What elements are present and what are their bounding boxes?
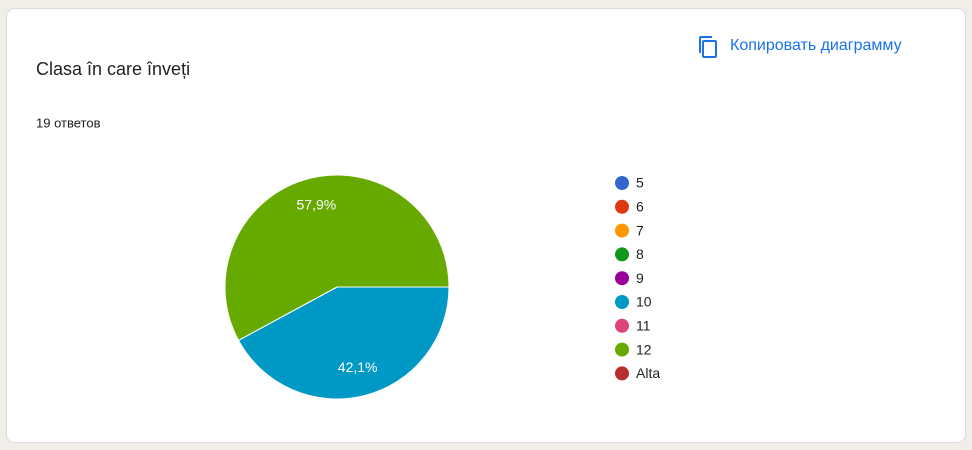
legend-swatch <box>615 318 629 333</box>
legend-swatch <box>615 223 629 238</box>
legend-label: 10 <box>636 294 652 310</box>
copy-icon <box>699 36 717 58</box>
pie-slice <box>224 174 450 342</box>
copy-button[interactable]: Копировать диаграмму <box>683 28 945 64</box>
slice-label: 42,1% <box>338 359 378 375</box>
legend-swatch <box>615 199 629 214</box>
subtitle: 19 ответов <box>36 115 101 130</box>
legend-swatch <box>615 176 629 190</box>
legend-label: 8 <box>636 246 644 262</box>
legend-label: Alta <box>636 365 660 381</box>
legend-swatch <box>615 247 629 262</box>
legend-swatch <box>615 271 629 286</box>
copy-button-label[interactable]: Копировать диаграмму <box>730 37 902 54</box>
legend-label: 7 <box>636 222 644 238</box>
legend-swatch <box>615 295 629 309</box>
slice-label: 57,9% <box>297 196 337 212</box>
legend-label: 11 <box>636 318 651 334</box>
legend-swatch <box>615 366 629 381</box>
legend-label: 12 <box>636 341 652 357</box>
legend-label: 9 <box>636 270 644 286</box>
legend-swatch <box>615 342 629 357</box>
pie-slice <box>237 286 450 400</box>
chart-title: Clasa în care învеți <box>36 59 190 79</box>
legend-label: 6 <box>636 199 644 215</box>
legend-label: 5 <box>636 175 644 191</box>
